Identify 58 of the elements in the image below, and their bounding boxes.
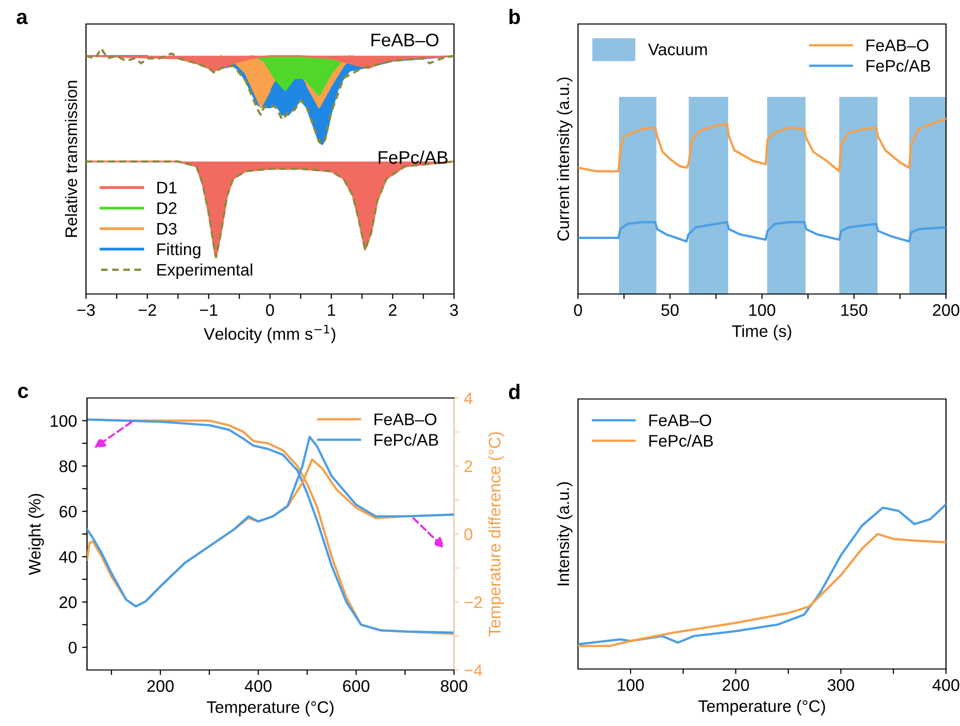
x-tick-label: 200 bbox=[932, 304, 960, 316]
x-axis-title: Temperature (°C) bbox=[698, 700, 825, 716]
x-tick-label: 100 bbox=[749, 304, 776, 316]
y-tick-label: 20 bbox=[60, 596, 77, 608]
annotation: FePc/AB bbox=[378, 150, 448, 164]
y-tick-label: 0 bbox=[68, 642, 77, 654]
y2-axis-title: Temperature difference (°C) bbox=[488, 432, 504, 636]
legend-label: D1 bbox=[157, 182, 176, 194]
x-tick-label: 400 bbox=[244, 680, 272, 692]
x-tick-label: 1 bbox=[328, 304, 336, 316]
x-tick-label: 0 bbox=[574, 304, 582, 316]
x-tick-label: 0 bbox=[266, 304, 274, 316]
chart-title: a bbox=[16, 12, 28, 24]
x-axis-title: Time (s) bbox=[732, 324, 792, 340]
x-axis-title: Velocity (mm s$^{−1}$) bbox=[204, 324, 336, 344]
x-tick-label: 600 bbox=[343, 680, 370, 692]
y-tick-label: 80 bbox=[59, 460, 77, 472]
legend-label: Vacuum bbox=[648, 44, 707, 56]
legend-label: Experimental bbox=[157, 263, 252, 279]
y-tick-label: 60 bbox=[60, 506, 77, 518]
legend-label: FeAB–O bbox=[866, 39, 928, 52]
y-tick-label: 40 bbox=[59, 551, 77, 563]
x-tick-label: 200 bbox=[722, 679, 749, 691]
x-tick-label: −1 bbox=[200, 304, 218, 316]
legend-label: FePc/AB bbox=[374, 434, 438, 446]
x-tick-label: 800 bbox=[440, 680, 468, 692]
x-tick-label: 400 bbox=[932, 679, 960, 691]
y-axis-title: Current intensity (a.u.) bbox=[556, 78, 572, 241]
y2-tick-label: −4 bbox=[464, 664, 482, 676]
legend-label: Fitting bbox=[157, 242, 200, 258]
y2-tick-label: 0 bbox=[464, 528, 472, 540]
y-tick-label: 100 bbox=[50, 415, 77, 427]
x-tick-label: −3 bbox=[77, 304, 95, 316]
y2-tick-label: 2 bbox=[464, 460, 472, 472]
y-axis-title: Relative transmission bbox=[64, 80, 78, 237]
x-tick-label: −2 bbox=[138, 304, 156, 316]
x-tick-label: 100 bbox=[618, 679, 644, 691]
x-tick-label: 50 bbox=[661, 304, 679, 316]
x-tick-label: 150 bbox=[841, 304, 868, 316]
y2-tick-label: −2 bbox=[464, 596, 482, 608]
x-axis-title: Temperature (°C) bbox=[206, 700, 334, 716]
text: FeAB–O bbox=[372, 34, 438, 46]
legend-label: FePc/AB bbox=[649, 434, 713, 447]
chart-title: b bbox=[509, 8, 520, 24]
chart-title: c bbox=[18, 386, 28, 398]
x-tick-label: 300 bbox=[828, 679, 854, 691]
y2-tick-label: 4 bbox=[464, 392, 473, 404]
y-axis-title: Intensity (a.u.) bbox=[556, 482, 572, 586]
legend-label: D3 bbox=[157, 222, 177, 235]
x-tick-label: 200 bbox=[147, 680, 174, 692]
legend-label: FeAB–O bbox=[649, 414, 712, 426]
y-axis-title: Weight (%) bbox=[28, 494, 44, 575]
x-tick-label: 3 bbox=[450, 304, 458, 316]
legend-label: D2 bbox=[157, 202, 176, 214]
legend-label: FePc/AB bbox=[866, 60, 930, 72]
legend-label: FeAB–O bbox=[374, 413, 436, 426]
chart-title: d bbox=[508, 384, 520, 400]
x-tick-label: 2 bbox=[388, 304, 396, 316]
